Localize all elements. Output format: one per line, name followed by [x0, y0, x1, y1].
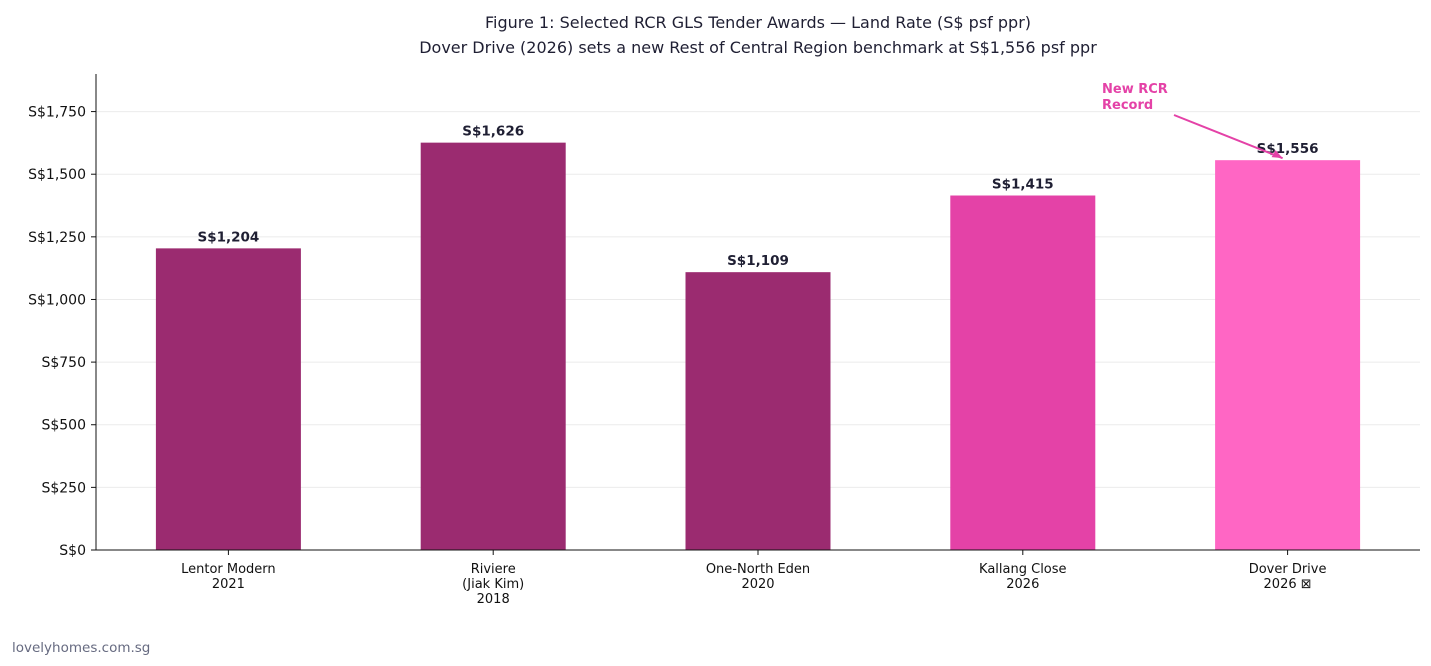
- data-label: S$1,415: [992, 177, 1054, 193]
- chart-subtitle: Dover Drive (2026) sets a new Rest of Ce…: [419, 38, 1097, 57]
- footer-source: lovelyhomes.com.sg: [12, 640, 150, 656]
- annotation-text: Record: [1102, 98, 1153, 113]
- y-tick-label: S$500: [41, 418, 86, 434]
- y-tick-label: S$1,750: [28, 105, 86, 121]
- chart-title: Figure 1: Selected RCR GLS Tender Awards…: [485, 13, 1031, 32]
- x-tick-label: 2018: [477, 592, 510, 607]
- x-tick-label: 2026: [1006, 577, 1039, 592]
- y-tick-label: S$250: [41, 480, 86, 496]
- bar: [420, 142, 566, 550]
- y-tick-label: S$1,500: [28, 167, 86, 183]
- x-tick-label: Riviere: [471, 562, 516, 577]
- bar: [685, 272, 831, 550]
- x-tick-label: 2021: [212, 577, 245, 592]
- bar: [155, 248, 301, 550]
- annotation-arrowhead: [1271, 150, 1283, 159]
- x-tick-label: (Jiak Kim): [462, 577, 524, 592]
- bar: [1215, 160, 1361, 551]
- data-label: S$1,556: [1257, 141, 1319, 157]
- bar: [950, 195, 1096, 551]
- x-tick-label: 2026 ⊠: [1264, 577, 1312, 592]
- annotation-text: New RCR: [1102, 82, 1168, 97]
- data-label: S$1,204: [197, 229, 259, 245]
- y-tick-label: S$1,000: [28, 292, 86, 308]
- y-tick-label: S$0: [59, 543, 86, 559]
- annotation-arrow: [1173, 114, 1283, 160]
- x-tick-label: One-North Eden: [706, 562, 810, 577]
- y-tick-label: S$1,250: [28, 230, 86, 246]
- data-label: S$1,109: [727, 253, 789, 269]
- x-tick-label: Dover Drive: [1249, 562, 1327, 577]
- y-tick-label: S$750: [41, 355, 86, 371]
- x-tick-label: 2020: [741, 577, 774, 592]
- data-label: S$1,626: [462, 124, 524, 140]
- x-tick-label: Lentor Modern: [181, 562, 276, 577]
- x-tick-label: Kallang Close: [979, 562, 1067, 577]
